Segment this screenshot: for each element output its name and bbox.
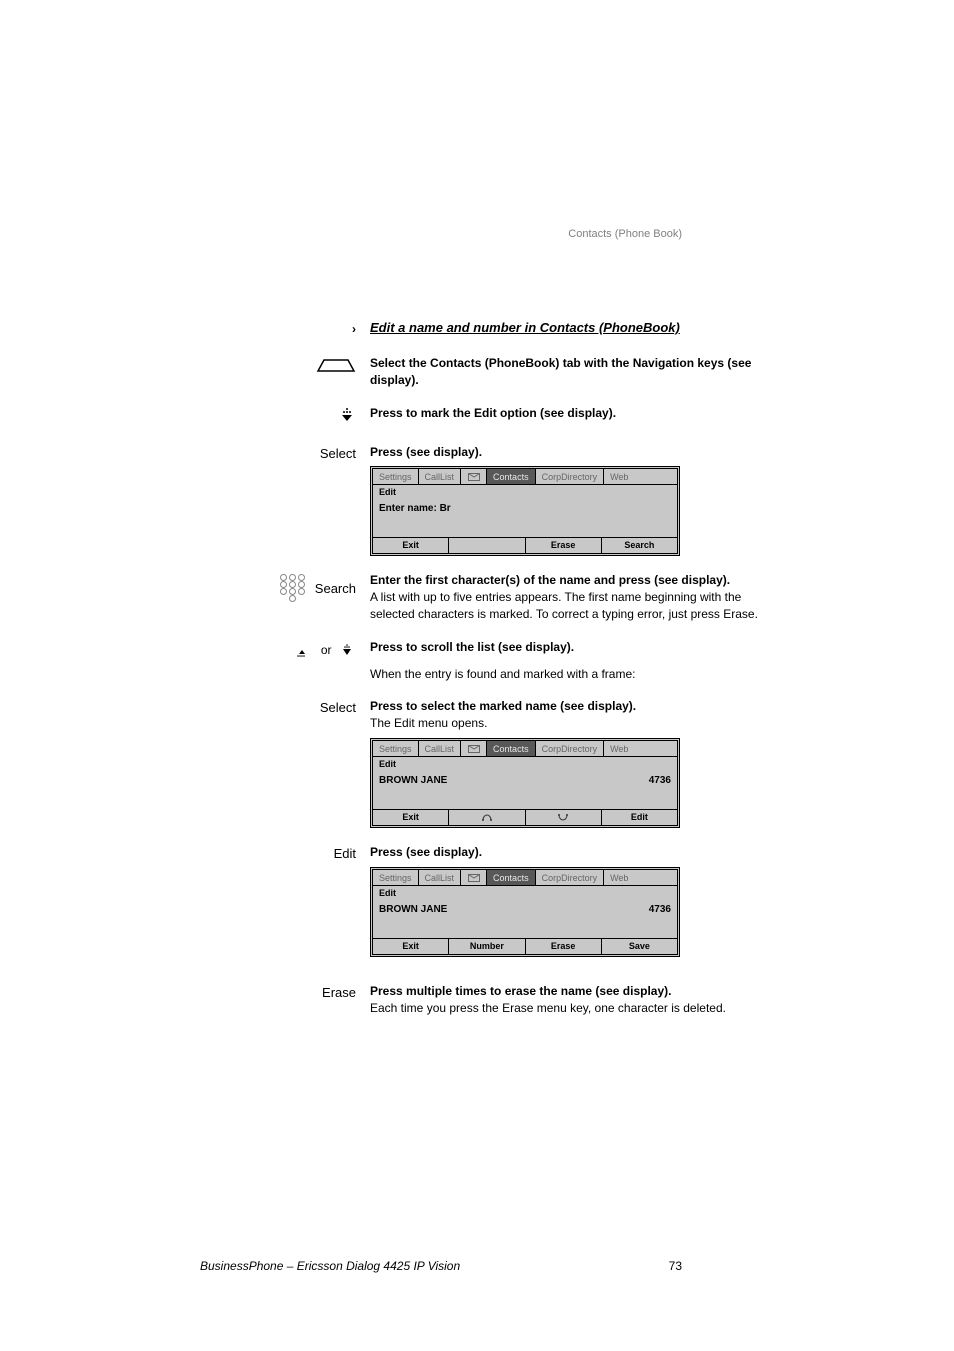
tab-calllist: CallList (419, 469, 462, 484)
phone-display-2: Settings CallList Contacts CorpDirectory… (370, 738, 680, 828)
d3-tab-calllist: CallList (419, 870, 462, 885)
d3-tab-corpdir: CorpDirectory (536, 870, 605, 885)
d2-softkey-phone-down-icon (526, 810, 602, 825)
d1-softkey-empty (449, 538, 525, 553)
tab-contacts: Contacts (487, 469, 536, 484)
d3-tab-web: Web (604, 870, 634, 885)
step-erase-body: Each time you press the Erase menu key, … (370, 1000, 760, 1017)
d2-tab-web: Web (604, 741, 634, 756)
d3-softkey-number: Number (449, 939, 525, 954)
phone-display-3: Settings CallList Contacts CorpDirectory… (370, 867, 680, 957)
d3-softkey-erase: Erase (526, 939, 602, 954)
tab-shape-icon (316, 357, 356, 373)
d2-softkey-phone-up-icon (449, 810, 525, 825)
d2-softkey-edit: Edit (602, 810, 677, 825)
display3-title: Edit (379, 888, 671, 898)
d2-tab-contacts: Contacts (487, 741, 536, 756)
step-select1: Select Press (see display). Settings Cal… (200, 444, 760, 567)
tab-web: Web (604, 469, 634, 484)
display1-main-left: Enter name: Br (379, 503, 451, 514)
tab-corpdir: CorpDirectory (536, 469, 605, 484)
d2-softkey-exit: Exit (373, 810, 449, 825)
step-mark: Press to mark the Edit option (see displ… (200, 405, 760, 428)
step-select1-text: Press (see display). (370, 444, 760, 461)
d3-tab-messages-icon (461, 870, 487, 885)
display3-main-right: 4736 (649, 904, 671, 915)
chevron-icon-col: › (200, 320, 370, 336)
d3-softkey-exit: Exit (373, 939, 449, 954)
footer-page-number: 73 (669, 1259, 682, 1273)
phone-display-1: Settings CallList Contacts CorpDirectory… (370, 466, 680, 556)
or-text: or (321, 643, 332, 657)
chevron-icon: › (352, 322, 356, 336)
step-edit-bold: Press (see display). (370, 844, 760, 861)
footer-product: BusinessPhone – Ericsson Dialog 4425 IP … (200, 1259, 460, 1273)
step-erase: Erase Press multiple times to erase the … (200, 983, 760, 1017)
display2-main-right: 4736 (649, 775, 671, 786)
display2-title: Edit (379, 759, 671, 769)
step-select2-bold: Press to select the marked name (see dis… (370, 698, 760, 715)
step-scroll-body: When the entry is found and marked with … (370, 666, 760, 683)
step-nav-text: Select the Contacts (PhoneBook) tab with… (370, 355, 760, 389)
select-label: Select (320, 446, 356, 461)
display2-main-left: BROWN JANE (379, 775, 447, 786)
tab-settings: Settings (373, 469, 419, 484)
tab-messages-icon (461, 469, 487, 484)
step-select2-body: The Edit menu opens. (370, 715, 760, 732)
step-search-body: A list with up to five entries appears. … (370, 589, 760, 623)
display1-title: Edit (379, 487, 671, 497)
step-nav: Select the Contacts (PhoneBook) tab with… (200, 355, 760, 389)
step-search-bold: Enter the first character(s) of the name… (370, 572, 760, 589)
step-search: Search Enter the first character(s) of t… (200, 572, 760, 622)
d1-softkey-erase: Erase (526, 538, 602, 553)
d3-softkey-save: Save (602, 939, 677, 954)
select2-label: Select (320, 700, 356, 715)
d2-tab-messages-icon (461, 741, 487, 756)
step-scroll: or Press to scroll the list (see display… (200, 639, 760, 683)
d2-tab-settings: Settings (373, 741, 419, 756)
step-scroll-bold: Press to scroll the list (see display). (370, 639, 760, 656)
down-arrow-dotted-icon (338, 407, 356, 428)
d2-tab-calllist: CallList (419, 741, 462, 756)
step-edit: Edit Press (see display). Settings CallL… (200, 844, 760, 967)
search-label: Search (315, 581, 356, 596)
step-erase-bold: Press multiple times to erase the name (… (370, 983, 760, 1000)
keypad-icon (277, 574, 309, 602)
d2-tab-corpdir: CorpDirectory (536, 741, 605, 756)
edit-label: Edit (334, 846, 356, 861)
step-select2: Select Press to select the marked name (… (200, 698, 760, 838)
erase-label: Erase (322, 985, 356, 1000)
up-down-arrows-icon: or (296, 641, 356, 659)
header-section: Contacts (Phone Book) (568, 228, 682, 240)
content-area: › Edit a name and number in Contacts (Ph… (200, 320, 760, 1022)
display3-main-left: BROWN JANE (379, 904, 447, 915)
section-title: Edit a name and number in Contacts (Phon… (370, 320, 760, 335)
d1-softkey-exit: Exit (373, 538, 449, 553)
d3-tab-settings: Settings (373, 870, 419, 885)
step-mark-text: Press to mark the Edit option (see displ… (370, 405, 760, 422)
title-row: › Edit a name and number in Contacts (Ph… (200, 320, 760, 349)
d3-tab-contacts: Contacts (487, 870, 536, 885)
d1-softkey-search: Search (602, 538, 677, 553)
page: Contacts (Phone Book) › Edit a name and … (0, 0, 954, 1351)
display-tabs: Settings CallList Contacts CorpDirectory… (373, 469, 677, 485)
